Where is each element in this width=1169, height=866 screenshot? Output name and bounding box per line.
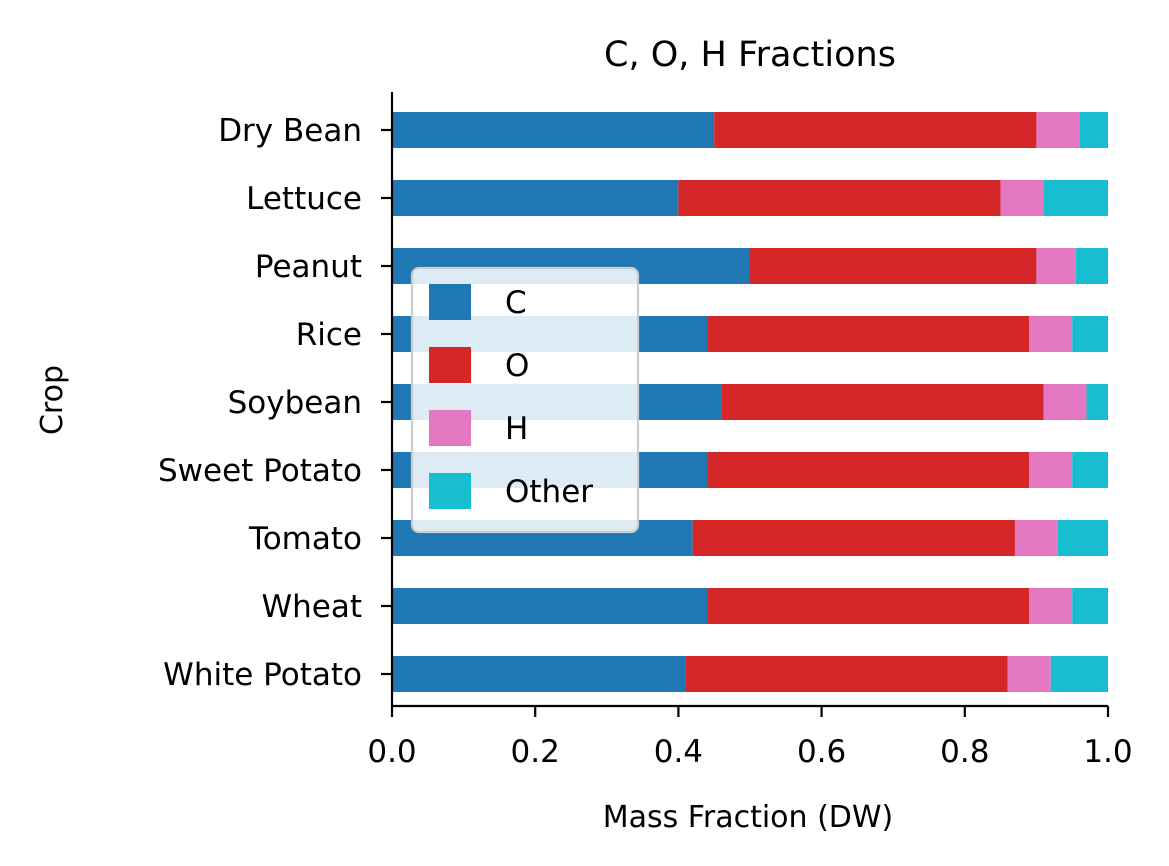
- bar-rice-h: [1029, 316, 1073, 352]
- bar-sweet-potato-h: [1029, 452, 1073, 488]
- legend-label-c: C: [505, 285, 527, 321]
- bar-white-potato-c: [392, 656, 686, 692]
- bar-sweet-potato-other: [1072, 452, 1108, 488]
- bar-white-potato-h: [1007, 656, 1051, 692]
- bar-tomato-other: [1057, 520, 1108, 556]
- y-tick-label: Peanut: [255, 249, 362, 285]
- bar-rice-o: [707, 316, 1030, 352]
- chart-title: C, O, H Fractions: [604, 35, 896, 75]
- bar-sweet-potato-o: [707, 452, 1030, 488]
- legend: COH Other: [410, 266, 640, 534]
- bar-lettuce-o: [678, 180, 1001, 216]
- x-axis-label: Mass Fraction (DW): [603, 800, 894, 835]
- bar-dry-bean-h: [1036, 112, 1080, 148]
- bar-dry-bean-o: [714, 112, 1037, 148]
- y-tick-label: Tomato: [248, 521, 362, 557]
- x-tick-label: 0.0: [367, 734, 416, 770]
- legend-label-h: H: [505, 411, 528, 447]
- bar-white-potato-other: [1050, 656, 1108, 692]
- bar-rice-other: [1072, 316, 1108, 352]
- legend-swatch-c: [429, 284, 471, 320]
- legend-frame: [410, 266, 640, 534]
- y-tick-label: Sweet Potato: [158, 453, 362, 489]
- bar-soybean-o: [721, 384, 1044, 420]
- y-tick-label: Soybean: [228, 385, 362, 421]
- legend-swatch-h: [429, 410, 471, 446]
- bar-wheat-c: [392, 588, 708, 624]
- ticks-layer: Dry Bean Lettuce Peanut Rice Soybean Sweet Po…: [158, 113, 1133, 770]
- legend-label-o: O: [505, 348, 529, 384]
- y-tick-label: Lettuce: [246, 181, 362, 217]
- y-axis-label: Crop: [35, 365, 70, 435]
- bar-peanut-other: [1075, 248, 1108, 284]
- bar-tomato-o: [692, 520, 1015, 556]
- bar-peanut-h: [1036, 248, 1076, 284]
- bar-lettuce-h: [1000, 180, 1044, 216]
- bar-peanut-o: [750, 248, 1037, 284]
- legend-label-other: Other: [505, 474, 593, 510]
- bar-tomato-h: [1014, 520, 1058, 556]
- bar-wheat-h: [1029, 588, 1073, 624]
- bar-wheat-o: [707, 588, 1030, 624]
- legend-swatch-other: [429, 473, 471, 509]
- bar-soybean-h: [1043, 384, 1087, 420]
- x-tick-label: 0.6: [797, 734, 846, 770]
- axes-layer: [390, 92, 1108, 708]
- x-tick-label: 0.2: [511, 734, 560, 770]
- y-tick-label: Rice: [296, 317, 362, 353]
- y-tick-label: White Potato: [163, 657, 362, 693]
- y-tick-label: Dry Bean: [218, 113, 362, 149]
- bar-lettuce-other: [1043, 180, 1108, 216]
- bar-soybean-other: [1086, 384, 1108, 420]
- bar-wheat-other: [1072, 588, 1108, 624]
- x-tick-label: 1.0: [1083, 734, 1132, 770]
- bar-dry-bean-other: [1079, 112, 1108, 148]
- x-tick-label: 0.4: [654, 734, 703, 770]
- bar-dry-bean-c: [392, 112, 715, 148]
- bar-lettuce-c: [392, 180, 679, 216]
- x-tick-label: 0.8: [940, 734, 989, 770]
- bar-white-potato-o: [685, 656, 1008, 692]
- legend-swatch-o: [429, 347, 471, 383]
- y-tick-label: Wheat: [261, 589, 362, 625]
